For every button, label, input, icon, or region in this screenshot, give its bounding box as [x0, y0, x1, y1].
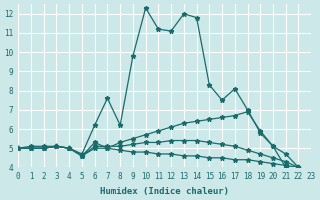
X-axis label: Humidex (Indice chaleur): Humidex (Indice chaleur) — [100, 187, 229, 196]
